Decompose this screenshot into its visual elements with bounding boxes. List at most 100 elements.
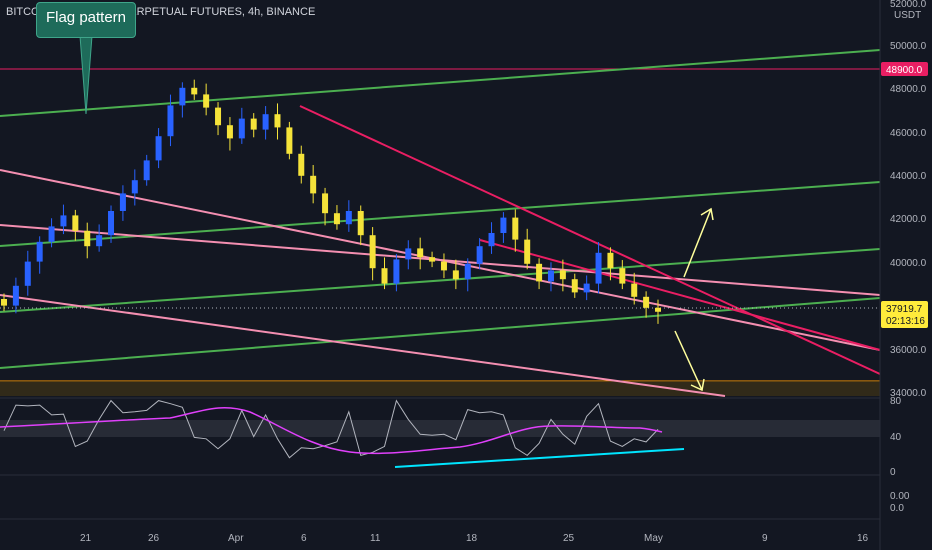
- price-tick-34000: 34000.0: [890, 388, 927, 399]
- rsi-band: [0, 420, 880, 437]
- rsi-moving-average: [0, 407, 663, 455]
- pink-channel-3: [0, 294, 726, 397]
- green-trendline-3: [0, 248, 881, 313]
- candle-body: [310, 175, 317, 194]
- candle-body: [155, 136, 162, 161]
- rsi-tick-0: 0: [890, 467, 896, 478]
- time-tick-18: 18: [466, 533, 478, 544]
- candle-body: [464, 263, 471, 280]
- flag-pattern-callout[interactable]: Flag pattern: [36, 2, 136, 38]
- candle-body: [12, 285, 19, 306]
- candle-body: [72, 215, 79, 231]
- candle-body: [60, 215, 67, 227]
- rsi-line: [3, 399, 659, 459]
- time-tick-21: 21: [80, 533, 92, 544]
- breakout-up-arrow: [683, 207, 714, 278]
- candle-body: [381, 268, 388, 284]
- price-tick-48000: 48000.0: [890, 84, 927, 95]
- candle-body: [405, 248, 412, 260]
- candle-body: [476, 246, 483, 264]
- candle-body: [595, 252, 602, 284]
- candle-body: [345, 211, 352, 225]
- last-price-badge: [881, 301, 928, 328]
- candle-body: [607, 252, 614, 269]
- candle-body: [96, 235, 103, 247]
- breakdown-arrow: [674, 330, 705, 392]
- candle-body: [179, 87, 186, 106]
- pink-channel-2: [0, 224, 881, 296]
- candle-body: [286, 127, 293, 154]
- candle-body: [119, 193, 126, 211]
- candle-body: [108, 211, 115, 236]
- price-tick-44000: 44000.0: [890, 171, 927, 182]
- candle-body: [631, 283, 638, 297]
- candle-body: [393, 259, 400, 284]
- time-tick-25: 25: [563, 533, 575, 544]
- candle-body: [643, 296, 650, 308]
- candle-body: [24, 261, 31, 286]
- price-axis[interactable]: 52000.0 USDT 50000.0 48000.0 46000.0 440…: [881, 0, 928, 514]
- time-tick-11: 11: [370, 533, 381, 544]
- candle-body: [512, 217, 519, 240]
- candle-body: [417, 248, 424, 258]
- candle-body: [619, 268, 626, 284]
- candle-body: [1, 299, 7, 306]
- time-tick-apr: Apr: [228, 533, 244, 544]
- candle-body: [274, 114, 281, 128]
- candle-body: [215, 107, 222, 126]
- candle-body: [500, 217, 507, 233]
- price-tick-46000: 46000.0: [890, 128, 927, 139]
- candle-body: [547, 270, 554, 282]
- candle-body: [536, 263, 543, 282]
- bar-countdown: 02:13:16: [886, 316, 925, 327]
- candle-body: [440, 261, 447, 271]
- red-wedge-upper: [299, 105, 881, 375]
- candle-body: [191, 87, 198, 95]
- candle-body: [250, 118, 257, 130]
- price-tick-42000: 42000.0: [890, 214, 927, 225]
- candle-body: [298, 153, 305, 176]
- support-zone: [0, 381, 880, 396]
- price-tick-50000: 50000.0: [890, 41, 927, 52]
- candle-body: [131, 180, 138, 194]
- candle-body: [143, 160, 150, 181]
- rsi-tick-40: 40: [890, 432, 902, 443]
- candle-body: [84, 230, 91, 247]
- price-pane: [0, 49, 881, 397]
- candle-body: [262, 114, 269, 130]
- candle-body: [36, 241, 43, 262]
- last-price-value: 37919.7: [886, 304, 923, 315]
- candle-body: [488, 233, 495, 247]
- candle-body: [571, 279, 578, 293]
- currency-label: USDT: [894, 10, 921, 21]
- time-axis[interactable]: 21 26 Apr 6 11 18 25 May 9 16: [80, 533, 869, 544]
- resistance-badge: [881, 62, 928, 76]
- green-trendline-1: [0, 49, 881, 117]
- time-tick-may: May: [644, 533, 663, 544]
- candle-body: [203, 94, 210, 108]
- callout-pointer: [79, 35, 93, 115]
- candle-body: [238, 118, 245, 139]
- candle-body: [655, 307, 661, 312]
- candle-body: [226, 125, 233, 139]
- candle-body: [369, 235, 376, 269]
- candle-body: [559, 270, 566, 280]
- volume-tick-1: 0.00: [890, 491, 910, 502]
- volume-tick-2: 0.0: [890, 503, 904, 514]
- candle-body: [48, 226, 55, 242]
- time-tick-16: 16: [857, 533, 869, 544]
- price-tick-52000: 52000.0: [890, 0, 927, 10]
- time-tick-26: 26: [148, 533, 160, 544]
- red-wedge-lower: [479, 239, 881, 351]
- time-tick-6: 6: [301, 533, 307, 544]
- candle-body: [524, 239, 531, 264]
- candle-body: [333, 213, 340, 225]
- green-trendline-2: [0, 181, 881, 247]
- candle-body: [322, 193, 329, 214]
- rsi-tick-80: 80: [890, 396, 902, 407]
- candle-body: [429, 257, 436, 262]
- candle-body: [357, 211, 364, 236]
- resistance-badge-value: 48900.0: [886, 65, 923, 76]
- candle-body: [167, 105, 174, 137]
